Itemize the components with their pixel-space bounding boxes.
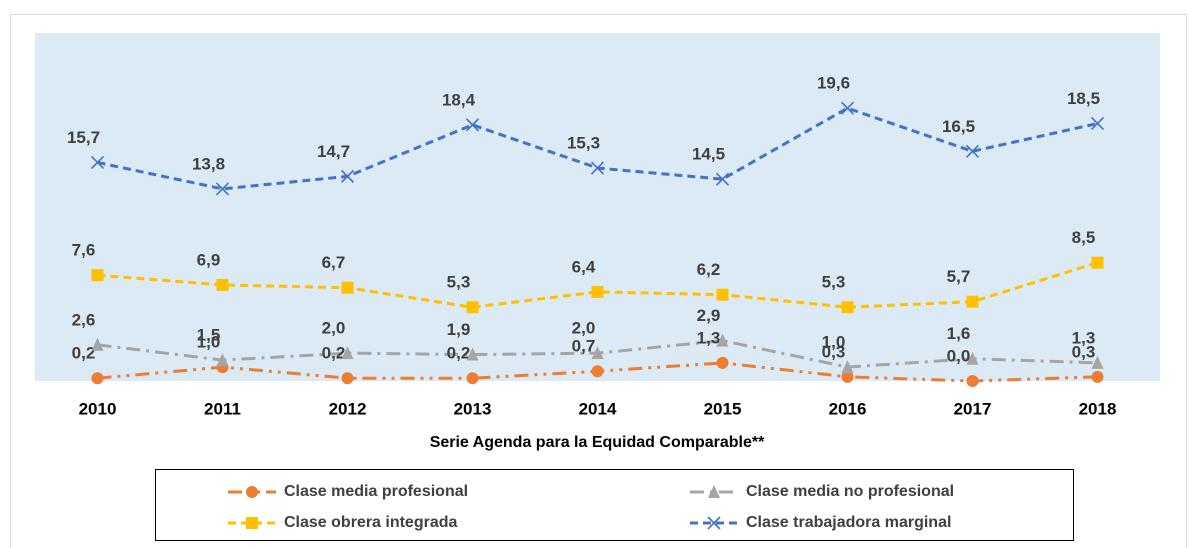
data-label: 0,2 (72, 344, 96, 363)
data-label: 2,6 (72, 310, 96, 329)
data-point (466, 372, 479, 385)
data-label: 6,2 (697, 260, 721, 279)
x-tick-label: 2014 (579, 399, 617, 418)
x-tick-label: 2012 (329, 399, 367, 418)
data-label: 1,0 (822, 333, 846, 352)
data-point (90, 155, 105, 170)
data-point (716, 288, 729, 301)
data-label: 0,2 (447, 344, 471, 363)
data-point (1091, 256, 1104, 269)
data-label: 18,5 (1067, 89, 1100, 108)
data-point (841, 301, 854, 314)
data-label: 6,9 (197, 250, 221, 269)
data-label: 1,3 (1072, 328, 1096, 347)
data-label: 0,0 (947, 346, 971, 365)
data-point (466, 301, 479, 314)
data-point (1091, 370, 1104, 383)
data-point (966, 351, 979, 365)
data-point (216, 278, 229, 291)
data-label: 1,0 (197, 333, 221, 352)
data-label: 15,7 (67, 128, 100, 147)
data-point (341, 281, 354, 294)
data-point (1091, 355, 1104, 369)
chart-border (10, 14, 1187, 548)
data-label: 0,7 (572, 337, 596, 356)
plot-area (35, 33, 1160, 381)
data-point (340, 169, 355, 183)
data-point (590, 161, 605, 175)
data-label: 19,6 (817, 74, 850, 93)
x-axis-title: Serie Agenda para la Equidad Comparable*… (430, 434, 765, 451)
x-tick-label: 2018 (1079, 399, 1117, 418)
data-label: 16,5 (942, 117, 975, 136)
legend-marker (708, 485, 720, 498)
legend-marker (707, 516, 721, 530)
x-tick-label: 2010 (79, 399, 117, 418)
legend-marker (246, 517, 258, 529)
data-point (341, 372, 354, 385)
data-point (966, 295, 979, 308)
data-point (91, 337, 104, 351)
data-label: 6,7 (322, 253, 346, 272)
data-label: 2,0 (572, 319, 596, 338)
data-point (591, 365, 604, 378)
data-point (841, 370, 854, 383)
data-label: 14,5 (692, 145, 725, 164)
data-point (1090, 116, 1105, 131)
legend-marker (246, 486, 258, 498)
data-label: 6,4 (572, 257, 596, 276)
data-label: 1,6 (947, 324, 971, 343)
x-tick-label: 2017 (954, 399, 992, 418)
series-line (97, 261, 1098, 309)
x-tick-label: 2013 (454, 399, 492, 418)
data-label: 0,3 (1072, 342, 1096, 361)
legend-label: Clase media no profesional (746, 483, 954, 500)
data-label: 2,0 (322, 319, 346, 338)
data-point (91, 372, 104, 385)
legend-label: Clase media profesional (284, 483, 468, 500)
data-label: 5,3 (447, 273, 471, 292)
x-tick-label: 2016 (829, 399, 867, 418)
data-label: 8,5 (1072, 228, 1096, 247)
x-tick-label: 2015 (704, 399, 742, 418)
data-point (465, 118, 480, 132)
data-label: 1,9 (447, 320, 471, 339)
legend-label: Clase obrera integrada (284, 514, 458, 531)
data-point (965, 144, 980, 158)
data-point (840, 101, 855, 115)
data-label: 2,9 (697, 306, 721, 325)
data-label: 0,2 (322, 344, 346, 363)
data-point (966, 375, 979, 387)
data-point (841, 360, 854, 374)
legend (155, 469, 1074, 541)
data-point (215, 182, 230, 196)
data-point (466, 347, 479, 361)
data-label: 1,5 (197, 326, 221, 345)
data-label: 5,7 (947, 267, 971, 286)
data-label: 13,8 (192, 154, 225, 173)
data-point (591, 346, 604, 360)
data-label: 0,3 (822, 342, 846, 361)
data-label: 5,3 (822, 273, 846, 292)
data-point (715, 172, 730, 186)
data-point (591, 285, 604, 298)
legend-label: Clase trabajadora marginal (746, 514, 951, 531)
data-label: 14,7 (317, 142, 350, 161)
data-point (91, 269, 104, 282)
data-label: 7,6 (72, 241, 96, 260)
data-point (341, 346, 354, 360)
data-point (716, 356, 729, 369)
data-label: 1,3 (697, 328, 721, 347)
x-tick-label: 2011 (204, 399, 241, 418)
data-label: 15,3 (567, 134, 600, 153)
data-point (216, 353, 229, 367)
data-label: 18,4 (442, 90, 476, 109)
data-point (716, 333, 729, 347)
